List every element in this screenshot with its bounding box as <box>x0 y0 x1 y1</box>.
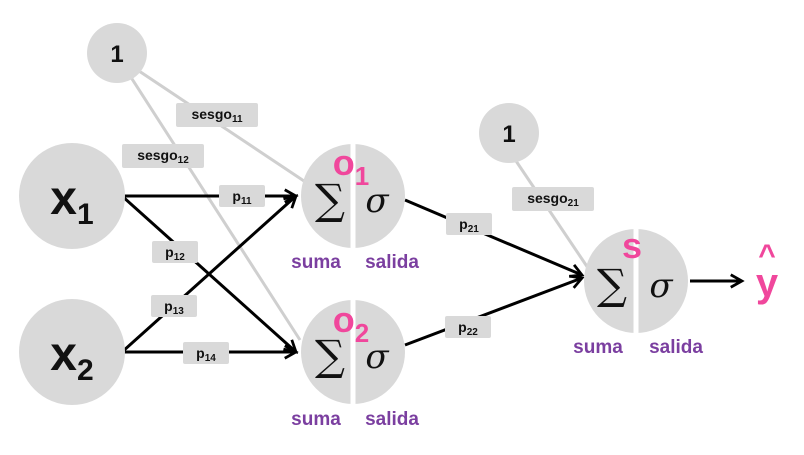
neuron-o1: ∑ σ o1 suma salida <box>291 142 419 273</box>
svg-text:sesgo12: sesgo12 <box>137 147 189 166</box>
input-x1-label: x1 <box>50 172 93 231</box>
sigma-symbol: σ <box>365 337 389 377</box>
bias-edge-b2-s <box>510 154 590 269</box>
weight-connections <box>120 196 742 354</box>
weight-label-sesgo12: sesgo12 <box>122 144 204 168</box>
output-label: salida <box>365 252 419 273</box>
edge-x2-o1 <box>120 196 296 354</box>
weight-label-p14: p14 <box>183 342 229 364</box>
neuron-o2: ∑ σ o2 suma salida <box>291 299 419 430</box>
weight-label-p13: p13 <box>151 295 197 317</box>
output-y-label: y <box>756 261 779 305</box>
sum-label: suma <box>573 337 623 358</box>
svg-text:sesgo11: sesgo11 <box>191 106 242 125</box>
weight-label-p21: p21 <box>446 213 492 235</box>
sum-symbol: ∑ <box>597 260 627 309</box>
edge-o1-s <box>404 198 582 275</box>
edge-o2-s <box>404 278 582 347</box>
bias-node-1: 1 <box>87 23 147 83</box>
sum-symbol: ∑ <box>315 331 345 380</box>
weight-label-p12: p12 <box>152 241 198 263</box>
sum-symbol: ∑ <box>315 175 345 224</box>
input-node-x1: x1 <box>19 143 125 249</box>
bias-edge-b1-o2 <box>123 67 302 341</box>
sum-label: suma <box>291 409 341 430</box>
neuron-o2-label: o2 <box>333 299 369 348</box>
sigma-symbol: σ <box>365 181 389 221</box>
svg-text:p14: p14 <box>196 345 216 364</box>
sum-label: suma <box>291 252 341 273</box>
output-label: salida <box>365 409 419 430</box>
bias-node-1-label: 1 <box>110 41 123 68</box>
svg-text:p22: p22 <box>458 319 478 338</box>
svg-text:p12: p12 <box>165 244 185 263</box>
svg-text:p11: p11 <box>232 188 252 207</box>
weight-label-p22: p22 <box>445 316 491 338</box>
output-yhat: ^ y <box>756 239 779 305</box>
output-label: salida <box>649 337 703 358</box>
svg-text:p13: p13 <box>164 298 184 317</box>
input-node-x2: x2 <box>19 299 125 405</box>
bias-node-2: 1 <box>479 103 539 163</box>
svg-text:p21: p21 <box>459 216 479 235</box>
input-x2-label: x2 <box>50 328 93 387</box>
neuron-o1-label: o1 <box>333 142 369 191</box>
sigma-symbol: σ <box>649 266 673 306</box>
weight-label-p11: p11 <box>219 185 265 207</box>
hat-symbol: ^ <box>758 239 776 272</box>
neuron-s-label: s <box>622 225 642 266</box>
svg-text:sesgo21: sesgo21 <box>527 190 579 209</box>
weight-label-sesgo11: sesgo11 <box>176 103 258 127</box>
bias-node-2-label: 1 <box>502 121 515 148</box>
weight-label-sesgo21: sesgo21 <box>512 187 594 211</box>
neuron-s: ∑ σ s suma salida <box>573 225 703 358</box>
